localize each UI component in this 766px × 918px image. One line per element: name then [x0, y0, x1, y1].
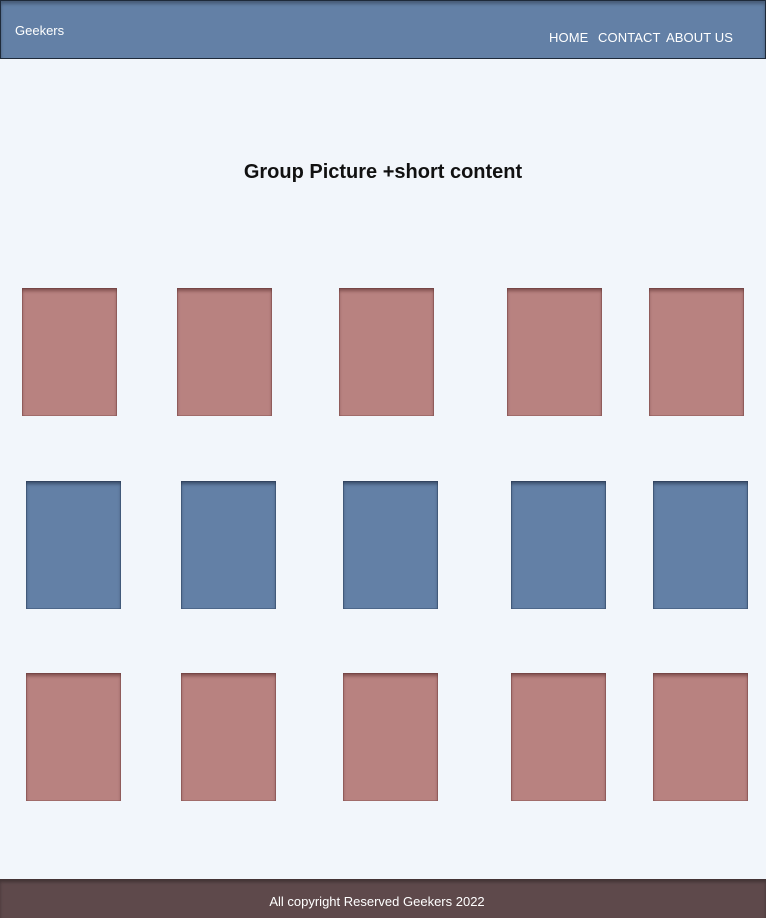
- card-row2-col1[interactable]: [26, 481, 121, 609]
- nav-links: HOME CONTACT ABOUT US: [1, 30, 765, 46]
- navbar: Geekers HOME CONTACT ABOUT US: [0, 0, 766, 59]
- card-row3-col2[interactable]: [181, 673, 276, 801]
- nav-link-about-us[interactable]: ABOUT US: [666, 30, 734, 45]
- nav-link-contact[interactable]: CONTACT: [598, 30, 661, 45]
- card-row2-col4[interactable]: [511, 481, 606, 609]
- nav-link-home[interactable]: HOME: [549, 30, 589, 45]
- card-row1-col4[interactable]: [507, 288, 602, 416]
- footer-copyright: All copyright Reserved Geekers 2022: [269, 894, 485, 909]
- card-row1-col3[interactable]: [339, 288, 434, 416]
- card-row3-col3[interactable]: [343, 673, 438, 801]
- card-row1-col2[interactable]: [177, 288, 272, 416]
- card-row3-col5[interactable]: [653, 673, 748, 801]
- card-row3-col4[interactable]: [511, 673, 606, 801]
- footer: All copyright Reserved Geekers 2022: [0, 879, 766, 918]
- card-row2-col3[interactable]: [343, 481, 438, 609]
- card-row1-col5[interactable]: [649, 288, 744, 416]
- card-row2-col5[interactable]: [653, 481, 748, 609]
- card-row1-col1[interactable]: [22, 288, 117, 416]
- brand-logo-text[interactable]: Geekers: [15, 23, 65, 38]
- card-row2-col2[interactable]: [181, 481, 276, 609]
- page-headline: Group Picture +short content: [243, 161, 523, 183]
- card-row3-col1[interactable]: [26, 673, 121, 801]
